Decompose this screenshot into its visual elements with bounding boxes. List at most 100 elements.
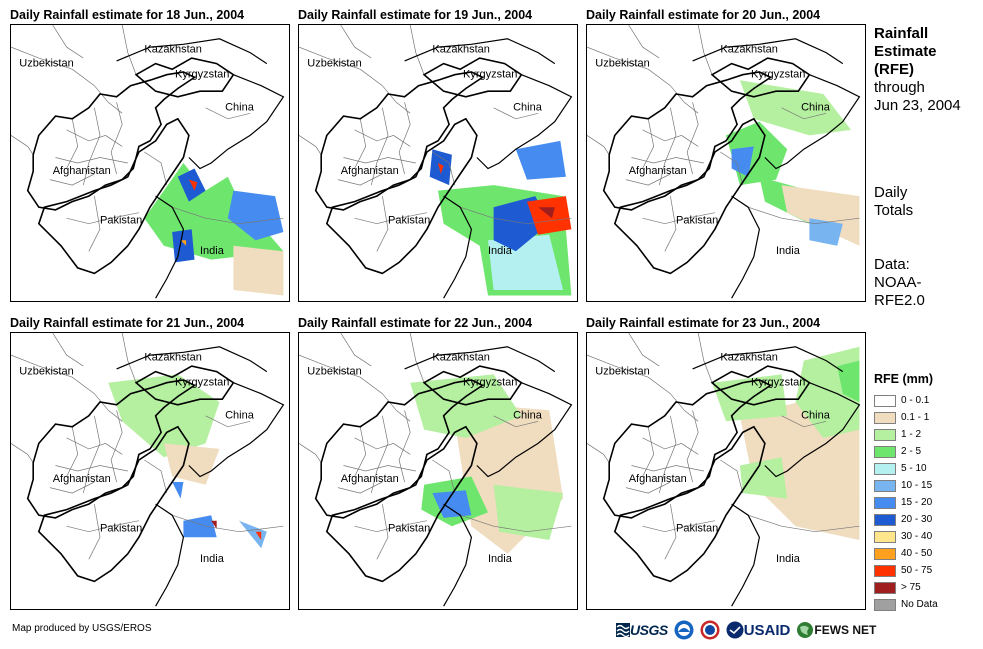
panel-title: Daily Rainfall estimate for 18 Jun., 200… bbox=[10, 8, 245, 22]
place-label-china: China bbox=[513, 102, 543, 114]
pakistan-border bbox=[613, 117, 766, 275]
place-label-pakistan: Pakistan bbox=[100, 215, 142, 227]
place-label-afghanistan: Afghanistan bbox=[629, 165, 687, 177]
side-text-line: RFE2.0 bbox=[874, 292, 925, 309]
province-boundary bbox=[49, 481, 95, 494]
map-svg: Kazakhstan Uzbekistan Kyrgyzstan China Afgha… bbox=[11, 25, 285, 299]
rainfall-area bbox=[172, 229, 195, 263]
legend-row: 0.1 - 1 bbox=[874, 409, 938, 426]
legend-label: 40 - 50 bbox=[901, 548, 933, 559]
place-label-pakistan: Pakistan bbox=[676, 215, 718, 227]
place-label-afghanistan: Afghanistan bbox=[53, 473, 111, 485]
legend-label: 30 - 40 bbox=[901, 531, 933, 542]
province-boundary bbox=[658, 107, 677, 186]
province-boundary bbox=[144, 151, 168, 186]
province-boundary bbox=[781, 415, 827, 428]
afghanistan-border bbox=[314, 71, 485, 211]
province-boundary bbox=[460, 206, 572, 225]
legend-row: 50 - 75 bbox=[874, 562, 938, 579]
legend-label: 50 - 75 bbox=[901, 565, 933, 576]
province-boundary bbox=[88, 196, 101, 252]
province-boundary bbox=[52, 25, 84, 59]
place-label-pakistan: Pakistan bbox=[388, 215, 430, 227]
rainfall-area bbox=[488, 234, 564, 290]
panel-title: Daily Rainfall estimate for 19 Jun., 200… bbox=[298, 8, 533, 22]
legend-title: RFE (mm) bbox=[874, 372, 934, 386]
legend-row: 40 - 50 bbox=[874, 545, 938, 562]
nasa-logo bbox=[700, 619, 720, 641]
rainfall-area bbox=[233, 245, 284, 296]
place-label-kyrgyzstan: Kyrgyzstan bbox=[463, 68, 517, 80]
legend-swatch bbox=[874, 598, 896, 611]
province-boundary bbox=[55, 157, 128, 164]
rainfall-area bbox=[731, 146, 754, 177]
province-boundary bbox=[121, 333, 137, 383]
province-boundary bbox=[376, 196, 389, 252]
legend-row: > 75 bbox=[874, 579, 938, 596]
province-boundary bbox=[354, 118, 367, 169]
rainfall-area bbox=[739, 457, 788, 499]
province-boundary bbox=[11, 135, 34, 155]
place-label-uzbekistan: Uzbekistan bbox=[595, 365, 649, 377]
place-label-india: India bbox=[776, 245, 801, 257]
province-boundary bbox=[748, 206, 860, 225]
rainfall-area bbox=[211, 520, 217, 529]
province-boundary bbox=[697, 333, 713, 383]
side-title-line: Estimate bbox=[874, 43, 937, 60]
india-border bbox=[731, 503, 761, 607]
legend-label: 1 - 2 bbox=[901, 429, 922, 440]
panel-title: Daily Rainfall estimate for 20 Jun., 200… bbox=[586, 8, 821, 22]
rainfall-area bbox=[410, 374, 522, 438]
place-label-pakistan: Pakistan bbox=[100, 523, 142, 535]
china-border bbox=[188, 74, 285, 170]
place-label-afghanistan: Afghanistan bbox=[53, 165, 111, 177]
kazakhstan-border bbox=[404, 346, 556, 373]
province-boundary bbox=[642, 520, 715, 533]
province-boundary bbox=[299, 135, 322, 155]
usgs-wave-icon bbox=[616, 623, 630, 637]
pakistan-border bbox=[37, 117, 190, 275]
place-label-india: India bbox=[488, 245, 513, 257]
panel-title: Daily Rainfall estimate for 21 Jun., 200… bbox=[10, 316, 245, 330]
pakistan-border bbox=[37, 425, 190, 583]
province-boundary bbox=[664, 196, 677, 252]
province-boundary bbox=[49, 173, 95, 186]
legend-label: 5 - 10 bbox=[901, 463, 927, 474]
province-boundary bbox=[52, 333, 84, 367]
side-text-line: NOAA- bbox=[874, 274, 922, 291]
kazakhstan-border bbox=[692, 346, 844, 373]
province-boundary bbox=[628, 25, 660, 59]
globe-icon bbox=[797, 622, 814, 638]
map-svg: Kazakhstan Uzbekistan Kyrgyzstan China Afgha… bbox=[299, 25, 573, 299]
place-label-kazakhstan: Kazakhstan bbox=[144, 352, 201, 364]
place-label-afghanistan: Afghanistan bbox=[341, 473, 399, 485]
rainfall-area bbox=[515, 140, 566, 180]
rainfall-area bbox=[438, 163, 444, 174]
rainfall-area bbox=[809, 218, 843, 246]
kyrgyzstan-border bbox=[134, 57, 235, 98]
legend-swatch bbox=[874, 411, 896, 424]
rainfall-map: Kazakhstan Uzbekistan Kyrgyzstan China Afgha… bbox=[586, 24, 866, 302]
china-border bbox=[476, 382, 573, 478]
legend-label: 0.1 - 1 bbox=[901, 412, 930, 423]
place-label-kyrgyzstan: Kyrgyzstan bbox=[751, 68, 805, 80]
province-boundary bbox=[354, 520, 427, 533]
side-title: Rainfall Estimate (RFE) through Jun 23, … bbox=[874, 25, 961, 115]
legend-row: 1 - 2 bbox=[874, 426, 938, 443]
india-border bbox=[155, 503, 185, 607]
legend-row: 20 - 30 bbox=[874, 511, 938, 528]
rfe-legend: RFE (mm) 0 - 0.1 0.1 - 1 1 - 2 2 - 5 5 - 10 1… bbox=[874, 372, 938, 613]
province-boundary bbox=[82, 107, 101, 186]
legend-label: No Data bbox=[901, 599, 938, 610]
rainfall-area bbox=[183, 515, 217, 538]
province-boundary bbox=[343, 465, 416, 472]
place-label-india: India bbox=[776, 553, 801, 565]
legend-swatch bbox=[874, 547, 896, 560]
afghanistan-border bbox=[602, 379, 773, 519]
kazakhstan-border bbox=[404, 38, 556, 65]
province-boundary bbox=[628, 333, 660, 367]
province-boundary bbox=[686, 410, 699, 483]
rainfall-map: Kazakhstan Uzbekistan Kyrgyzstan China Afgha… bbox=[298, 24, 578, 302]
province-boundary bbox=[642, 437, 699, 455]
legend-swatch bbox=[874, 513, 896, 526]
